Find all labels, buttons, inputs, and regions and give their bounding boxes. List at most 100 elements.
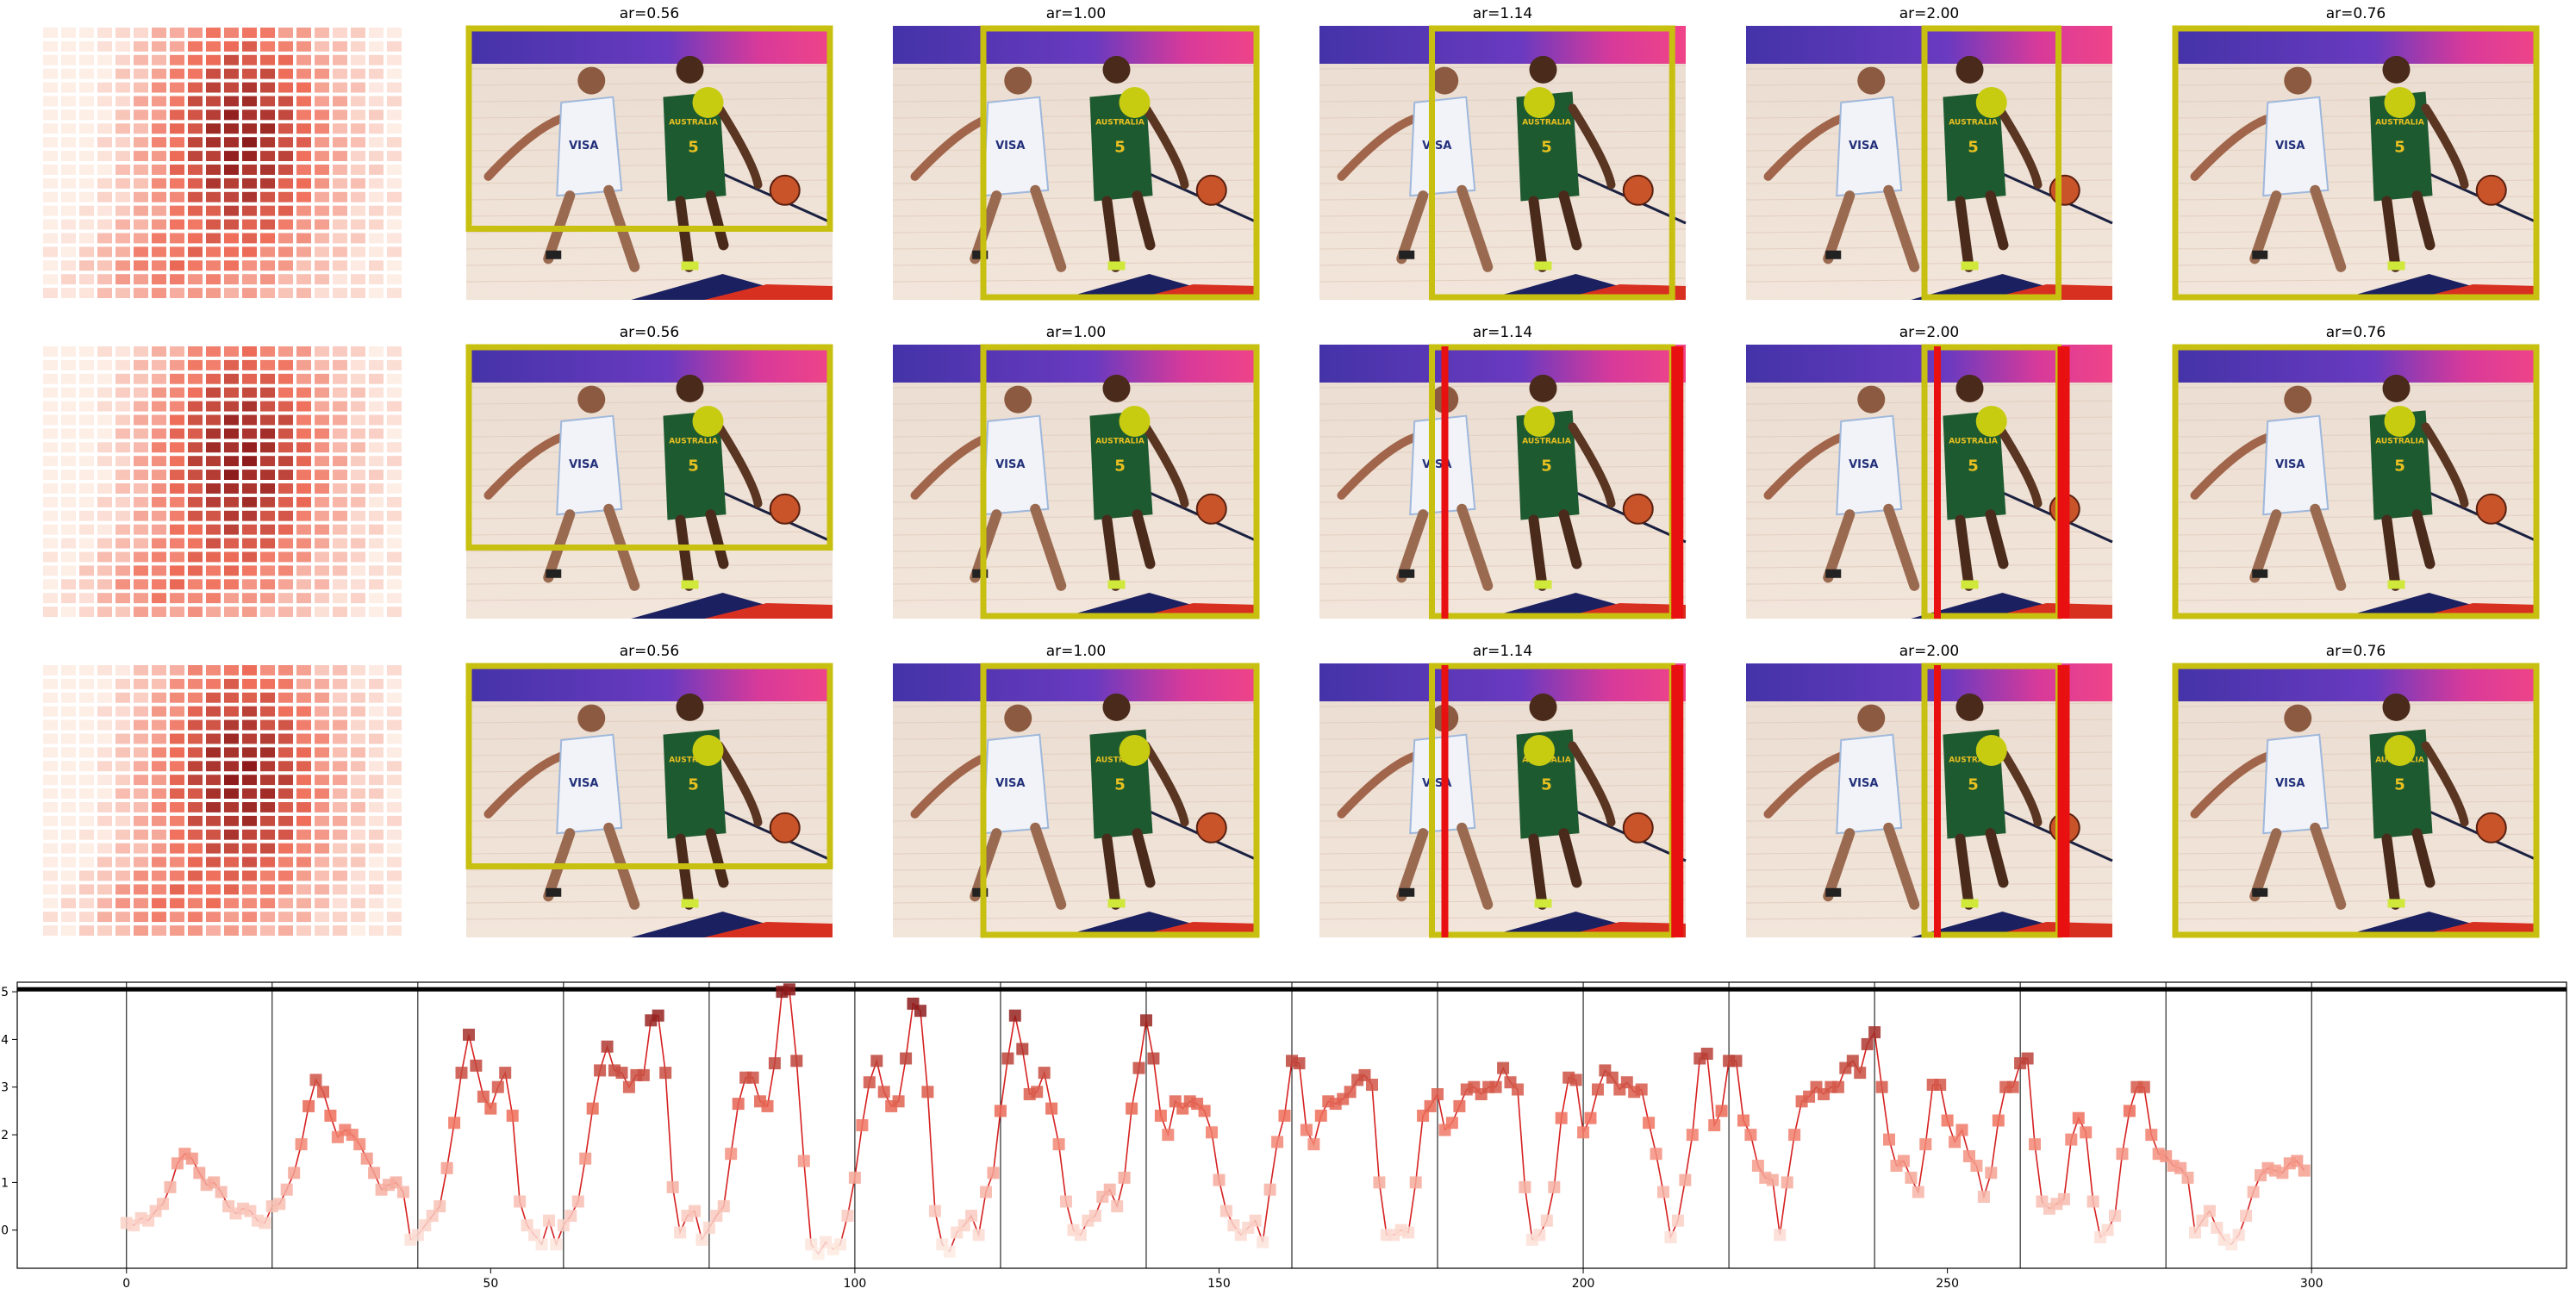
heat-cell: [61, 470, 76, 480]
heat-cell: [260, 719, 275, 731]
jersey-number: 5: [1541, 457, 1552, 475]
heat-cell: [242, 912, 257, 923]
heat-cell: [97, 165, 112, 175]
heat-cell: [333, 68, 347, 79]
data-point: [1970, 1160, 1983, 1172]
heat-cell: [115, 456, 130, 467]
heat-cell: [115, 191, 130, 202]
heat-cell: [43, 692, 58, 703]
heat-cell: [115, 442, 130, 453]
heat-cell: [115, 802, 130, 812]
heat-cell: [115, 815, 130, 826]
floor-plank: [1745, 130, 2113, 135]
heat-cell: [278, 191, 293, 202]
heat-cell: [333, 593, 347, 604]
heat-cell: [61, 665, 76, 675]
heat-cell: [115, 496, 130, 507]
data-point: [2203, 1205, 2216, 1217]
floor-plank: [465, 400, 833, 405]
heat-cell: [387, 496, 402, 507]
player-arm: [714, 422, 763, 508]
heat-cell: [369, 40, 384, 52]
heat-cell: [134, 373, 148, 384]
data-point: [2137, 1080, 2150, 1093]
heat-cell: [333, 346, 347, 357]
data-point: [433, 1200, 446, 1213]
heat-cell: [387, 191, 402, 202]
arena-banner: [1319, 26, 1686, 64]
heat-cell: [351, 579, 365, 590]
heat-cell: [278, 82, 293, 93]
data-point: [1126, 1102, 1138, 1115]
data-point: [1643, 1117, 1656, 1130]
heat-cell: [97, 414, 112, 426]
player-arm: [714, 103, 763, 190]
x-tick-label: 50: [483, 1277, 498, 1291]
floor-plank: [892, 531, 1260, 536]
heat-cell: [134, 137, 148, 148]
floor-plank: [465, 817, 833, 822]
heat-cell: [97, 428, 112, 439]
data-point: [2145, 1129, 2158, 1142]
heat-cell: [152, 775, 166, 786]
data-point: [710, 1210, 723, 1223]
floor-plank: [1745, 866, 2113, 871]
heat-cell: [296, 414, 311, 426]
heatmap-group: [43, 28, 402, 936]
heat-cell: [387, 719, 402, 731]
heat-cell: [351, 665, 365, 675]
data-point: [1708, 1119, 1721, 1131]
court-floor: [893, 26, 1259, 300]
data-point: [1293, 1057, 1306, 1070]
data-point: [1206, 1126, 1218, 1139]
heat-cell: [224, 719, 239, 731]
heat-cell: [79, 387, 94, 398]
heat-cell: [134, 870, 148, 881]
heat-cell: [387, 788, 402, 799]
heat-cell: [296, 401, 311, 412]
data-point: [689, 1205, 701, 1217]
floor-plank: [892, 915, 1260, 920]
floor-plank: [1319, 245, 1687, 250]
heat-cell: [351, 387, 365, 398]
data-point: [1147, 1052, 1160, 1065]
heat-cell: [351, 912, 365, 923]
heat-cell: [296, 607, 311, 617]
heat-cell: [43, 470, 58, 480]
heat-cell: [152, 747, 166, 758]
heat-cell: [61, 538, 76, 549]
heat-cell: [43, 219, 58, 230]
heat-cell: [242, 665, 257, 675]
heat-cell: [387, 96, 402, 107]
player-legs: [1955, 190, 2009, 272]
data-point: [732, 1098, 745, 1111]
data-point: [2196, 1214, 2209, 1227]
heat-cell: [61, 68, 76, 79]
heat-cell: [242, 829, 257, 840]
heat-cell: [278, 28, 293, 38]
heat-cell: [97, 775, 112, 786]
jersey-number: 5: [1114, 775, 1126, 794]
floor-plank: [1319, 65, 1687, 70]
heat-cell: [188, 68, 203, 79]
heat-cell: [260, 414, 275, 426]
heat-cell: [333, 414, 347, 426]
heat-cell: [115, 551, 130, 563]
heat-cell: [43, 28, 58, 38]
heat-cell: [115, 40, 130, 52]
heat-cell: [134, 428, 148, 439]
heat-cell: [387, 246, 402, 258]
heat-cell: [97, 496, 112, 507]
data-point: [1555, 1111, 1568, 1124]
heat-cell: [188, 470, 203, 480]
heat-cell: [278, 579, 293, 590]
heat-cell: [206, 593, 221, 604]
heat-cell: [224, 884, 239, 895]
heat-cell: [315, 607, 329, 617]
data-point: [1001, 1052, 1014, 1065]
heat-cell: [260, 775, 275, 786]
heat-cell: [79, 719, 94, 731]
floor-plank: [892, 702, 1260, 707]
heat-cell: [188, 733, 203, 744]
heat-cell: [97, 524, 112, 535]
